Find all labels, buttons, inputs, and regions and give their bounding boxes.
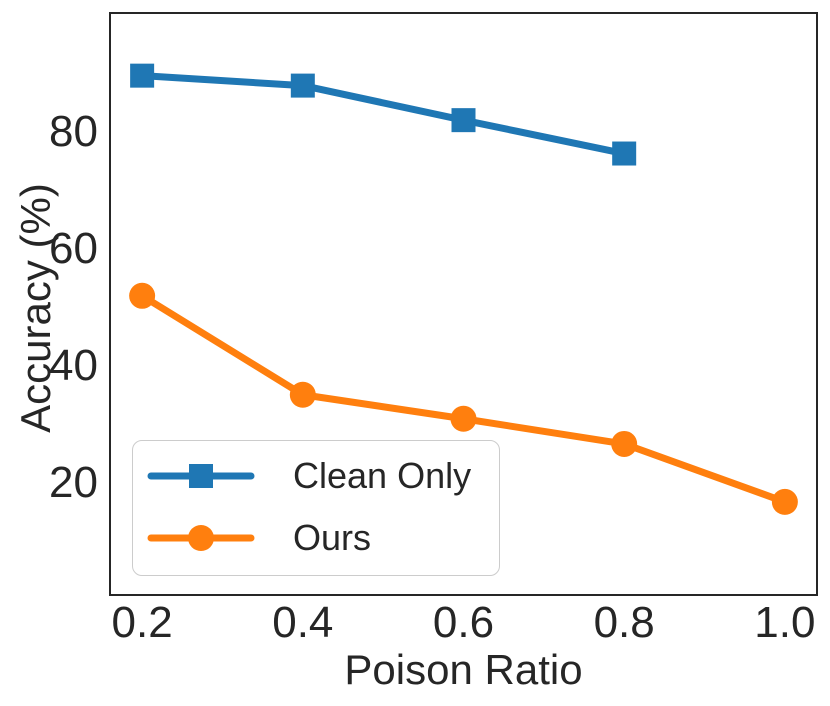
x-tick-label: 0.2 [111, 598, 173, 647]
data-marker-square [290, 73, 315, 98]
series-line-0 [138, 72, 628, 158]
legend-label: Clean Only [293, 455, 472, 496]
data-marker-square [451, 108, 476, 133]
legend-label: Ours [293, 517, 372, 558]
y-tick-label: 20 [49, 458, 98, 508]
legend-marker-square [189, 464, 213, 488]
axes-border [109, 12, 818, 596]
legend-entry-ours: Ours [133, 507, 499, 569]
x-tick-label: 0.8 [593, 598, 655, 647]
x-axis-label: Poison Ratio [344, 646, 583, 693]
y-tick-label: 80 [49, 106, 98, 156]
x-tick-label: 1.0 [754, 598, 816, 647]
data-marker-circle [129, 282, 156, 309]
data-marker-circle [450, 405, 477, 432]
x-tick-label: 0.6 [432, 598, 495, 647]
data-marker-square [612, 141, 637, 166]
y-axis-label: Accuracy (%) [12, 183, 59, 433]
y-tick-label: 40 [49, 341, 98, 391]
legend-line-square-icon [147, 464, 255, 488]
legend-marker-circle [188, 525, 214, 551]
legend-line-circle-icon [147, 525, 255, 551]
y-tick-label: 60 [49, 223, 98, 273]
data-marker-circle [289, 381, 316, 408]
data-marker-circle [611, 430, 638, 457]
data-marker-circle [771, 488, 798, 515]
legend-entry-clean-only: Clean Only [133, 445, 499, 507]
legend-box: Clean Only Ours [132, 440, 500, 576]
data-marker-square [130, 63, 155, 88]
x-tick-label: 0.4 [272, 598, 334, 647]
